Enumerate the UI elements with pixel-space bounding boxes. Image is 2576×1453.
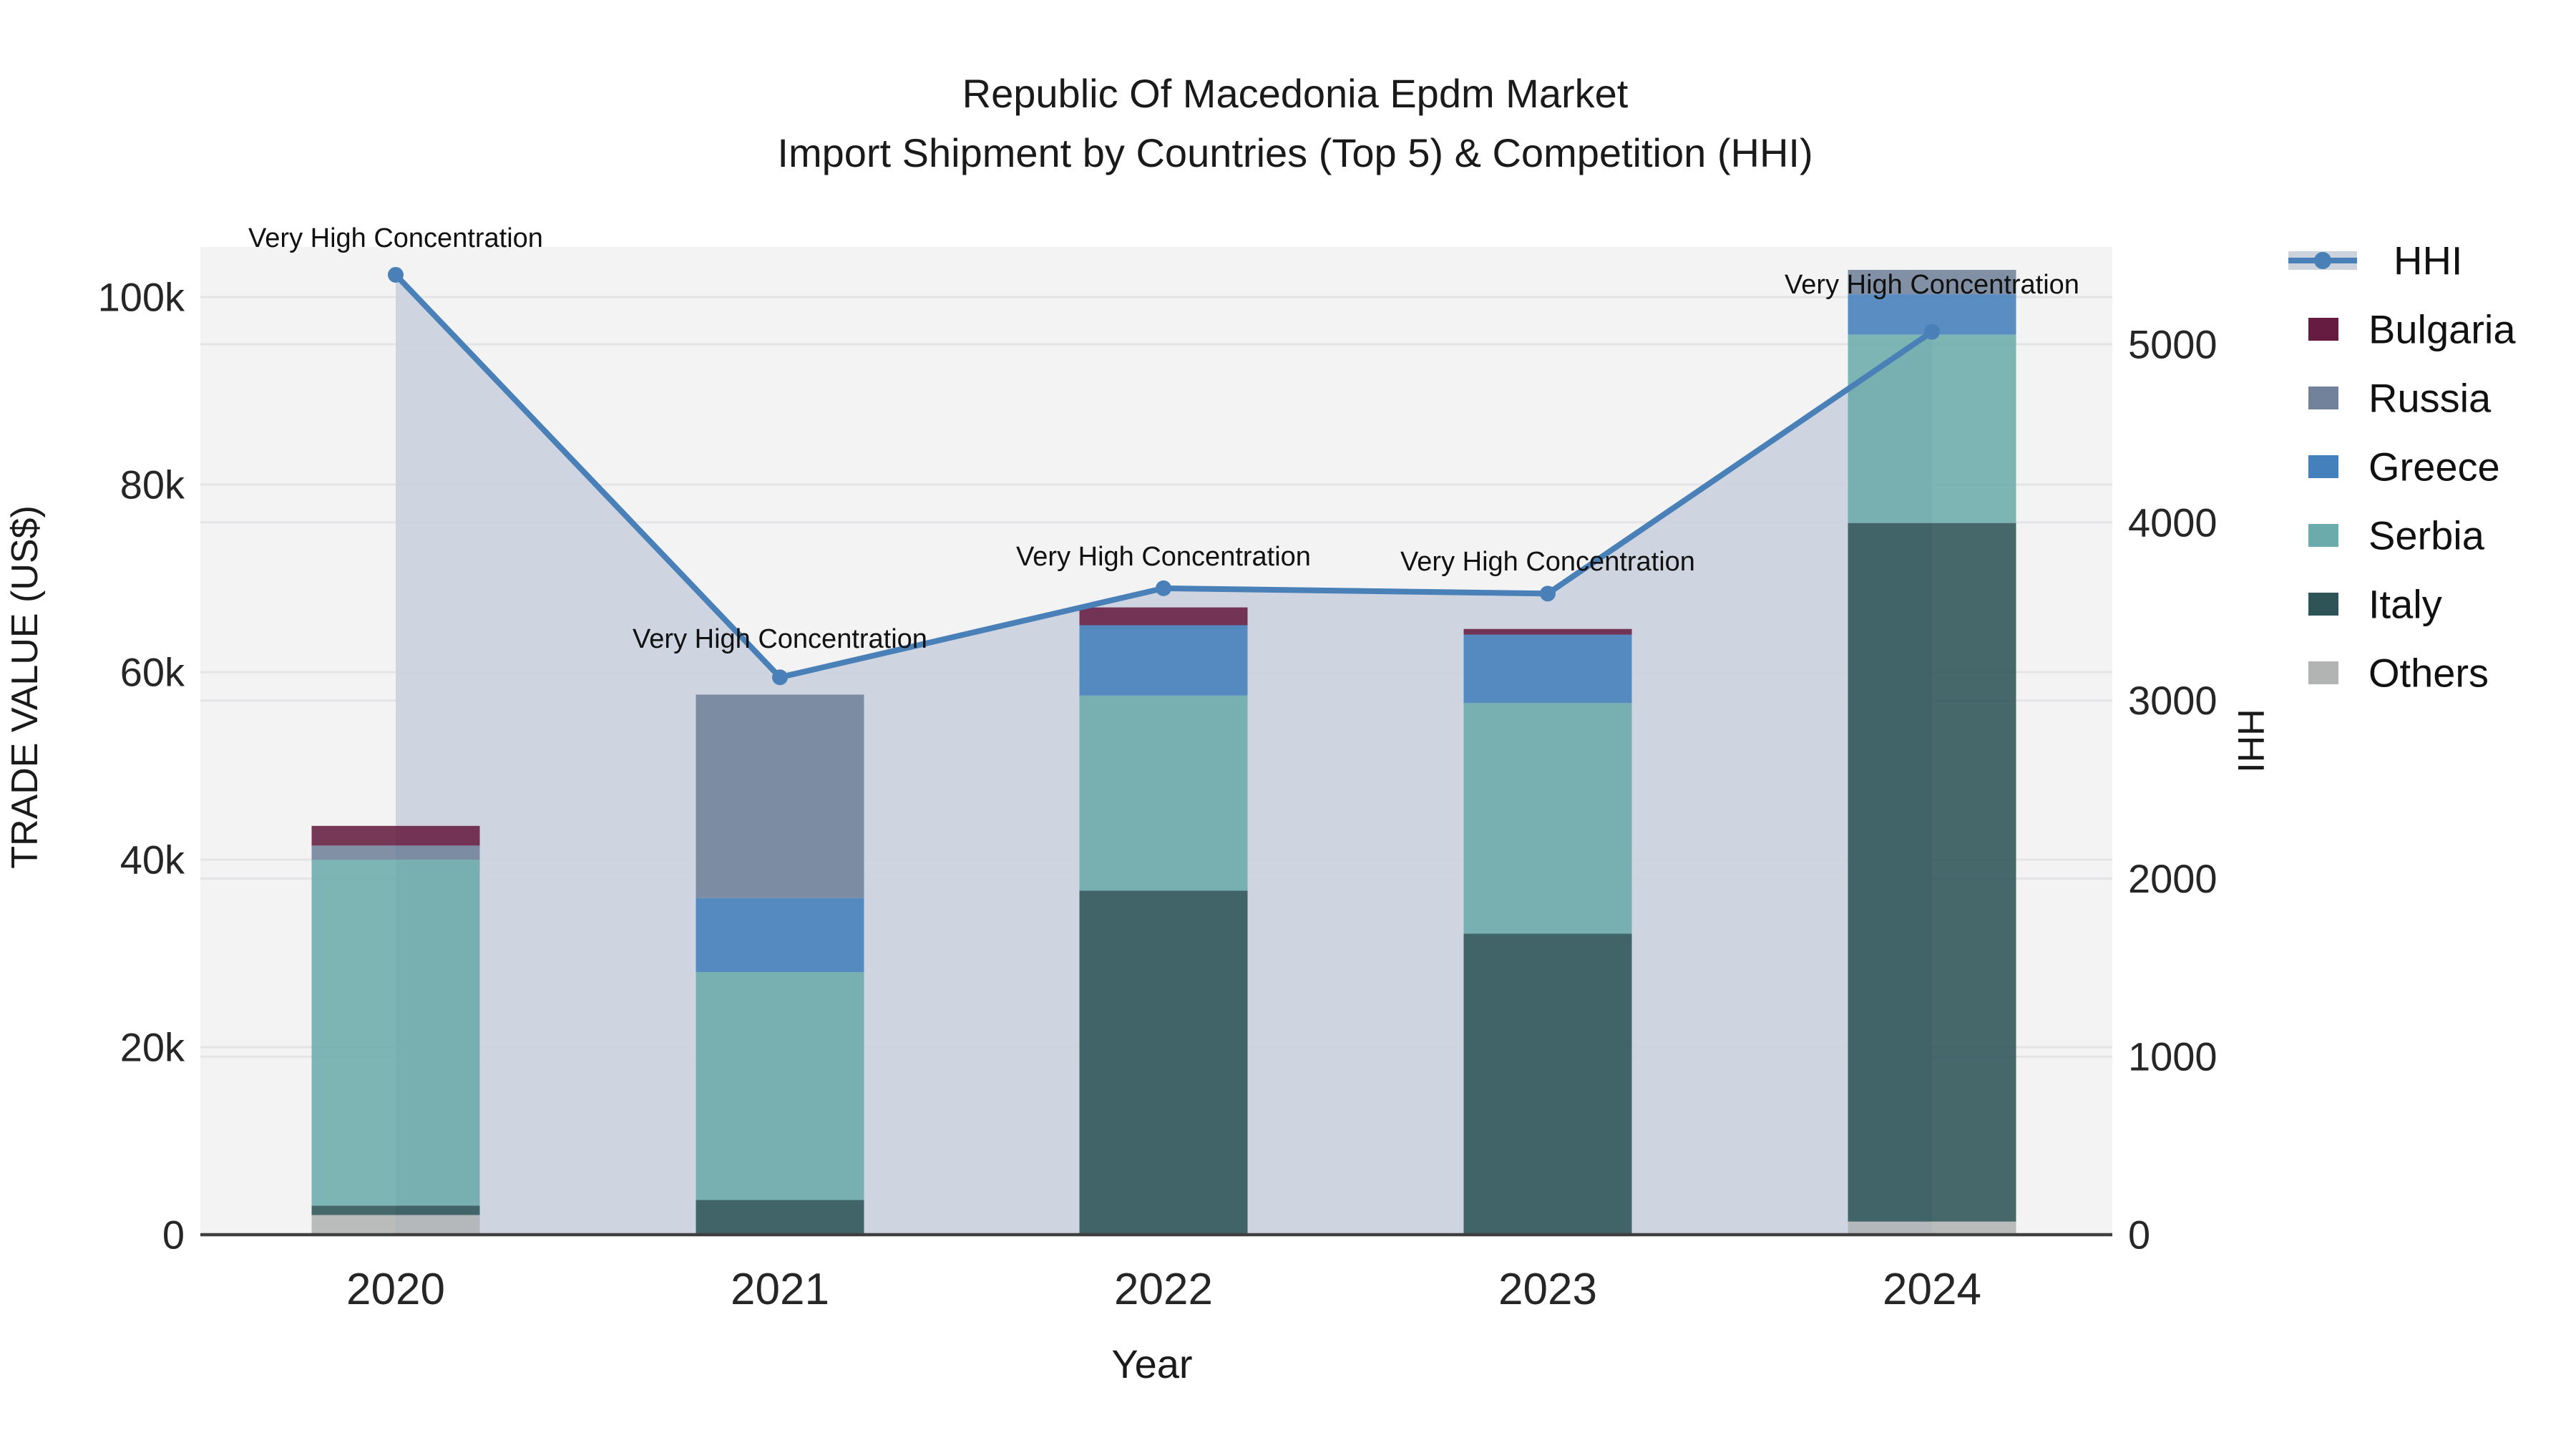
bar-segment-greece-2021[interactable]	[696, 898, 864, 973]
bar-segment-serbia-2024[interactable]	[1848, 334, 2016, 523]
legend-label-greece: Greece	[2368, 444, 2500, 490]
left-tick-40k: 40k	[120, 837, 185, 883]
annotation-2021: Very High Concentration	[633, 624, 927, 654]
bar-segment-serbia-2021[interactable]	[696, 972, 864, 1200]
right-tick-0: 0	[2128, 1213, 2150, 1258]
right-tick-5000: 5000	[2128, 322, 2218, 367]
legend-swatch-others	[2308, 661, 2338, 684]
annotation-2023: Very High Concentration	[1400, 547, 1695, 577]
left-tick-20k: 20k	[120, 1025, 185, 1070]
x-tick-2021: 2021	[731, 1265, 829, 1314]
legend-item-russia[interactable]: Russia	[2308, 376, 2492, 421]
bar-segment-italy-2024[interactable]	[1848, 523, 2016, 1222]
annotation-2020: Very High Concentration	[248, 223, 543, 253]
annotation-2024: Very High Concentration	[1785, 270, 2079, 300]
bar-segment-others-2020[interactable]	[311, 1215, 480, 1235]
legend-swatch-italy	[2308, 593, 2338, 616]
legend-label-italy: Italy	[2368, 582, 2442, 627]
bar-segment-italy-2020[interactable]	[311, 1205, 480, 1215]
legend-item-bulgaria[interactable]: Bulgaria	[2308, 307, 2516, 352]
legend-label-bulgaria: Bulgaria	[2368, 307, 2516, 352]
bar-segment-bulgaria-2020[interactable]	[311, 825, 480, 846]
bar-segment-serbia-2023[interactable]	[1463, 703, 1632, 934]
chart-title-line2: Import Shipment by Countries (Top 5) & C…	[777, 130, 1813, 175]
right-tick-3000: 3000	[2128, 678, 2218, 723]
legend-item-greece[interactable]: Greece	[2308, 444, 2500, 490]
x-axis-title: Year	[1111, 1341, 1192, 1386]
bar-segment-serbia-2022[interactable]	[1079, 695, 1248, 891]
annotation-2022: Very High Concentration	[1016, 542, 1311, 572]
x-tick-2022: 2022	[1114, 1265, 1213, 1314]
bar-segment-russia-2020[interactable]	[311, 845, 480, 860]
legend-item-italy[interactable]: Italy	[2308, 582, 2442, 627]
bar-segment-italy-2023[interactable]	[1463, 933, 1632, 1235]
bar-segment-greece-2022[interactable]	[1079, 625, 1248, 696]
left-tick-60k: 60k	[120, 650, 185, 695]
hhi-line-series	[388, 266, 1940, 686]
right-tick-4000: 4000	[2128, 500, 2218, 545]
right-axis-title: HHI	[2230, 709, 2271, 773]
bar-segment-others-2024[interactable]	[1848, 1221, 2016, 1235]
annotations: Very High Concentration Very High Concent…	[248, 223, 2079, 654]
bar-segment-russia-2021[interactable]	[696, 694, 864, 898]
legend-item-others[interactable]: Others	[2308, 651, 2489, 696]
axis-tick-labels: 0 20k 40k 60k 80k 100k 0 1000 2000 3000 4000 5000 20…	[98, 275, 2218, 1315]
x-tick-2023: 2023	[1498, 1265, 1597, 1314]
left-axis-title: TRADE VALUE (US$)	[4, 505, 46, 869]
hhi-marker-2022[interactable]	[1156, 580, 1171, 596]
right-tick-1000: 1000	[2128, 1034, 2218, 1079]
bar-segment-greece-2023[interactable]	[1463, 634, 1632, 704]
left-tick-0: 0	[162, 1213, 185, 1258]
legend-hhi-marker-icon	[2314, 252, 2331, 269]
bar-segment-bulgaria-2023[interactable]	[1463, 628, 1632, 635]
right-tick-2000: 2000	[2128, 856, 2218, 901]
legend-swatch-russia	[2308, 387, 2338, 409]
legend-swatch-serbia	[2308, 524, 2338, 547]
bar-segment-serbia-2020[interactable]	[311, 860, 480, 1206]
legend-item-hhi[interactable]: HHI	[2288, 238, 2462, 283]
x-tick-2024: 2024	[1883, 1265, 1981, 1314]
bar-segment-russia-2024[interactable]	[1848, 270, 2016, 295]
hhi-marker-2024[interactable]	[1924, 324, 1940, 340]
hhi-marker-2021[interactable]	[772, 669, 788, 686]
legend-label-hhi: HHI	[2394, 238, 2462, 283]
legend-label-others: Others	[2368, 651, 2489, 696]
left-tick-80k: 80k	[120, 462, 185, 507]
hhi-marker-2020[interactable]	[388, 266, 404, 283]
bar-segment-italy-2021[interactable]	[696, 1200, 864, 1235]
stacked-bars	[311, 270, 2016, 1235]
bar-segment-bulgaria-2022[interactable]	[1079, 607, 1248, 626]
hhi-marker-2023[interactable]	[1540, 585, 1556, 602]
legend-label-serbia: Serbia	[2368, 513, 2485, 558]
legend-item-serbia[interactable]: Serbia	[2308, 513, 2485, 558]
left-tick-100k: 100k	[98, 275, 185, 320]
bar-segment-italy-2022[interactable]	[1079, 890, 1248, 1235]
legend-swatch-greece	[2308, 455, 2338, 478]
legend: HHI Bulgaria Russia Greece Serbia Italy Others	[2288, 238, 2516, 696]
chart-title-line1: Republic Of Macedonia Epdm Market	[962, 71, 1629, 116]
legend-swatch-bulgaria	[2308, 318, 2338, 341]
x-tick-2020: 2020	[346, 1265, 445, 1314]
legend-label-russia: Russia	[2368, 376, 2492, 421]
